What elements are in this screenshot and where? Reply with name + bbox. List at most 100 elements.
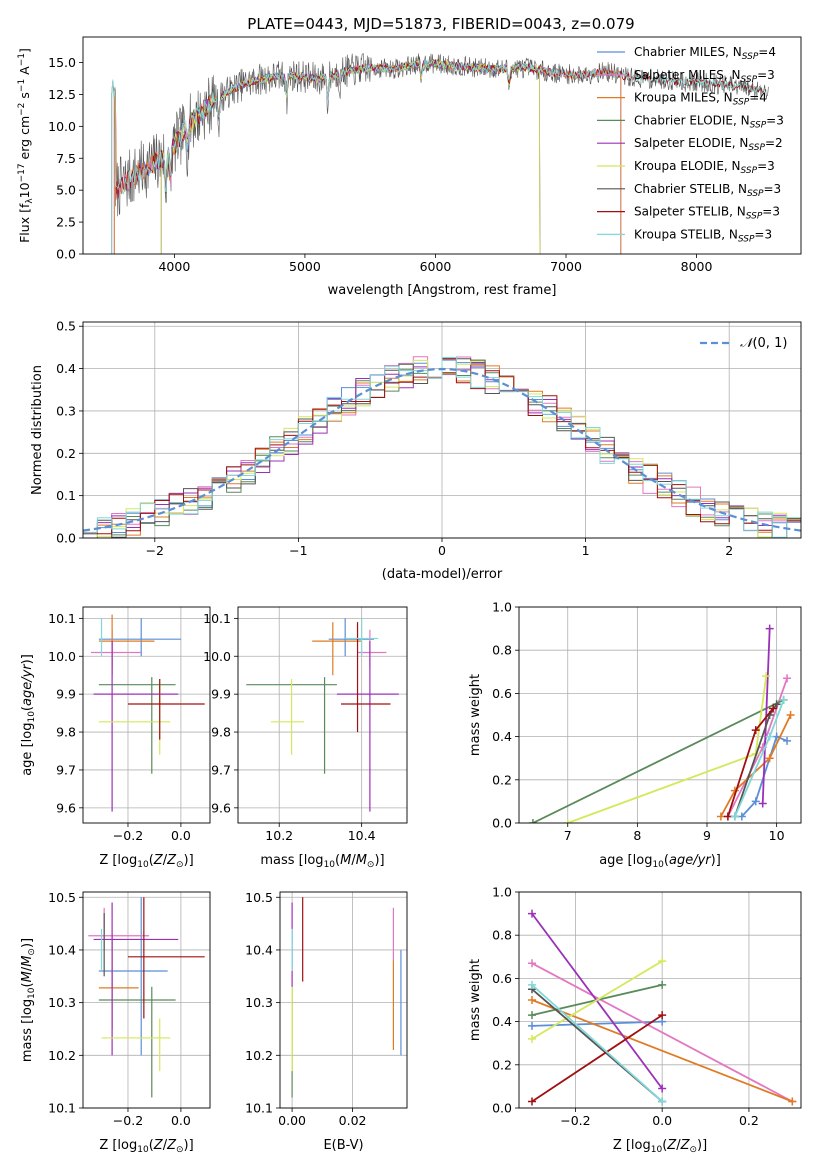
model-spectrum-kroupa-elodie — [160, 59, 541, 254]
y-tick-label: 10.1 — [48, 611, 76, 626]
y-tick-label: 0.8 — [492, 643, 512, 658]
x-tick-label: 0.0 — [171, 1113, 191, 1128]
label-part: Z [log — [99, 853, 137, 868]
x-tick-label: 1 — [582, 543, 590, 558]
y-tick-label: 10.0 — [48, 119, 76, 134]
label-part: )] — [20, 654, 35, 664]
weight-marker — [751, 797, 760, 806]
y-tick-label: 9.6 — [211, 800, 231, 815]
y-tick-label: 10.1 — [48, 1101, 76, 1116]
legend-entry: Chabrier MILES, NSSP=4 — [634, 45, 776, 62]
label-part: ( — [335, 853, 340, 868]
label-part: ⊙ — [27, 948, 37, 956]
weight-line-chabrier-elodie — [532, 699, 784, 823]
label-part: )] — [711, 853, 721, 868]
legend-entry: Chabrier ELODIE, NSSP=3 — [634, 113, 784, 130]
axes-frame — [237, 606, 408, 824]
weight-marker — [563, 819, 572, 823]
y-tick-label: 0.0 — [56, 247, 76, 262]
y-tick-label: 9.8 — [211, 725, 231, 740]
model-spectrum-salpeter-elodie — [160, 59, 541, 254]
axes-frame — [82, 606, 211, 824]
plot-area-mass_vs_Z — [88, 897, 205, 1098]
legend-entry: Kroupa ELODIE, NSSP=3 — [634, 159, 775, 176]
label-part: =3 — [762, 205, 780, 219]
label-part: / — [163, 853, 168, 868]
y-axis-label: mass weight — [468, 959, 483, 1041]
label-part: SSP — [746, 212, 763, 222]
y-tick-label: 0.0 — [492, 816, 512, 831]
label-part: 10 — [17, 182, 32, 198]
label-part: −1 — [17, 53, 27, 66]
weight-marker — [730, 812, 739, 821]
x-tick-label: 0.00 — [278, 1113, 306, 1128]
label-part: SSP — [741, 166, 758, 176]
model-spectrum-chabrier-miles — [113, 58, 622, 254]
y-tick-label: 10.5 — [48, 890, 76, 905]
plot-area-age_vs_Z — [90, 614, 205, 812]
weight-marker — [786, 711, 795, 719]
weight-marker — [765, 624, 774, 633]
label-part: (0, 1) — [752, 336, 787, 351]
axes-spectrum: 4000 5000 6000 7000 8000 0.0 2.5 5.0 7.5 10.0 12.5… — [17, 36, 802, 298]
label-part: age/yr — [669, 853, 712, 868]
label-part: Chabrier MILES, N — [634, 45, 742, 59]
x-tick-label: 10 — [769, 828, 785, 843]
label-part: Flux [f — [17, 203, 32, 243]
y-tick-label: 0.3 — [56, 403, 76, 418]
x-tick-label: 0.0 — [171, 828, 191, 843]
label-part: ⊙ — [367, 860, 375, 870]
label-part: )] — [184, 853, 194, 868]
y-tick-label: 7.5 — [56, 151, 76, 166]
x-tick-label: 9 — [703, 828, 711, 843]
weight-marker — [528, 959, 537, 968]
label-part: Kroupa STELIB, N — [634, 227, 738, 241]
y-tick-label: 9.6 — [56, 800, 76, 815]
x-tick-label: 4000 — [158, 259, 190, 274]
y-tick-label: 0.2 — [492, 1057, 512, 1072]
label-part: Z [log — [613, 1138, 651, 1153]
weight-marker — [528, 819, 537, 823]
label-part: Salpeter STELIB, N — [634, 205, 746, 219]
label-part: SSP — [747, 189, 764, 199]
label-part: mass [log — [20, 999, 35, 1062]
weight-marker — [528, 996, 537, 1004]
y-tick-label: 10.2 — [245, 1048, 273, 1063]
label-part: Z — [666, 1138, 677, 1153]
x-tick-label: 0.02 — [339, 1113, 367, 1128]
label-part: Chabrier ELODIE, N — [634, 113, 750, 127]
model-spectrum-kroupa-stelib — [111, 59, 762, 254]
x-tick-label: 10.4 — [348, 828, 376, 843]
label-part: ( — [662, 1138, 667, 1153]
label-part: −17 — [17, 163, 27, 182]
label-part: SSP — [741, 75, 758, 85]
plot-area-spectrum — [111, 52, 769, 254]
weight-marker — [528, 980, 537, 989]
x-tick-label: 0 — [438, 543, 446, 558]
x-tick-label: 7000 — [550, 259, 582, 274]
axes-frame — [82, 891, 211, 1109]
weight-marker — [528, 1021, 537, 1030]
weight-marker — [751, 726, 760, 735]
x-axis-label: E(B-V) — [323, 1138, 363, 1153]
y-axis-label: Normed distribution — [30, 365, 45, 495]
label-part: Z — [166, 1138, 177, 1153]
weight-marker — [528, 1097, 537, 1106]
x-tick-label: 10.2 — [265, 828, 293, 843]
x-axis-label: Z [log10(Z/Z⊙)] — [99, 1138, 193, 1155]
label-part: E(B-V) — [323, 1138, 363, 1153]
label-part: Z — [153, 1138, 164, 1153]
label-part: M — [20, 971, 35, 982]
histogram-kroupa-stelib — [83, 357, 801, 538]
y-tick-label: 10.3 — [245, 995, 273, 1010]
y-tick-label: 0.2 — [56, 446, 76, 461]
axes-frame — [279, 891, 408, 1109]
y-tick-label: 10.0 — [48, 649, 76, 664]
label-part: / — [163, 1138, 168, 1153]
y-tick-label: 10.2 — [48, 1048, 76, 1063]
label-part: M — [356, 853, 367, 868]
plot-area-weight_vs_age — [528, 624, 795, 823]
plot-area-residuals — [83, 356, 801, 538]
label-part: 10 — [652, 860, 664, 870]
